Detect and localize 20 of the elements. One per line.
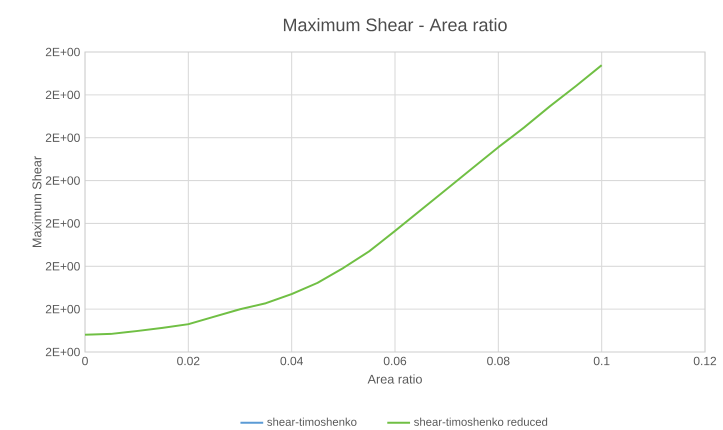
legend-label: shear-timoshenko reduced: [414, 418, 548, 426]
text: 2E+00: [46, 262, 80, 271]
text: 2E+00: [46, 304, 80, 314]
x-tick-label: 0.06: [384, 356, 406, 366]
legend-label: shear-timoshenko: [267, 418, 356, 426]
x-tick-label: 0.12: [694, 356, 716, 366]
text: 2E+00: [46, 348, 80, 356]
x-tick-label: 0.1: [594, 356, 610, 366]
y-axis-title: Maximum Shear: [32, 156, 42, 248]
text: 2E+00: [46, 48, 80, 56]
text: 2E+00: [46, 90, 80, 100]
x-tick-label: 0: [82, 356, 88, 366]
text: 2E+00: [46, 176, 80, 185]
text: 2E+00: [46, 133, 80, 142]
chart-title: Maximum Shear - Area ratio: [284, 18, 507, 32]
x-tick-label: 0.04: [280, 356, 303, 366]
x-axis-title: Area ratio: [368, 374, 422, 384]
text: 2E+00: [46, 219, 80, 228]
x-tick-label: 0.02: [177, 356, 200, 366]
x-tick-label: 0.08: [487, 356, 510, 366]
